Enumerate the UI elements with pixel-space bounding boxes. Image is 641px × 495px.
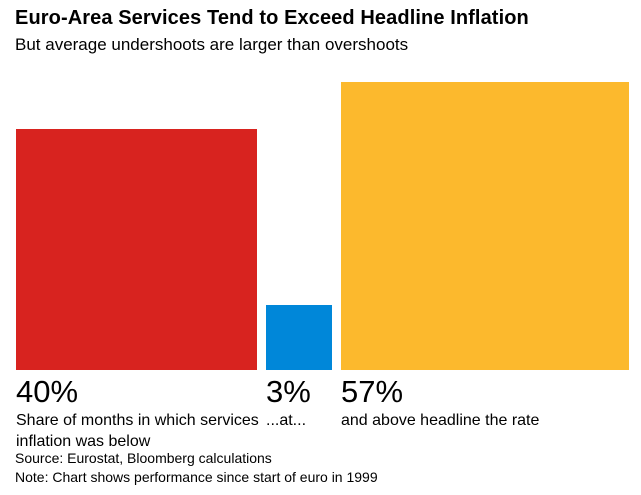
bar-above [341, 82, 629, 370]
bar-caption: Share of months in which services inflat… [16, 412, 259, 450]
bar-caption: and above headline the rate [341, 412, 540, 429]
bar-label-group-at: 3% ...at... [266, 374, 311, 431]
methodology-note: Note: Chart shows performance since star… [15, 469, 378, 485]
bar-label-group-above: 57% and above headline the rate [341, 374, 540, 431]
bar-at [266, 305, 332, 370]
bar-below [16, 129, 257, 370]
chart-title: Euro-Area Services Tend to Exceed Headli… [15, 7, 529, 29]
bar-value-label: 3% [266, 374, 311, 409]
source-note: Source: Eurostat, Bloomberg calculations [15, 450, 272, 466]
chart-subtitle: But average undershoots are larger than … [15, 35, 409, 54]
bar-value-label: 40% [16, 374, 79, 409]
bar-value-label: 57% [341, 374, 404, 409]
chart-header: Euro-Area Services Tend to Exceed Headli… [15, 5, 631, 56]
chart-footer: Source: Eurostat, Bloomberg calculations… [15, 449, 631, 487]
bar-caption: ...at... [266, 412, 307, 429]
bar-label-group-below: 40% Share of months in which services inf… [16, 374, 259, 452]
